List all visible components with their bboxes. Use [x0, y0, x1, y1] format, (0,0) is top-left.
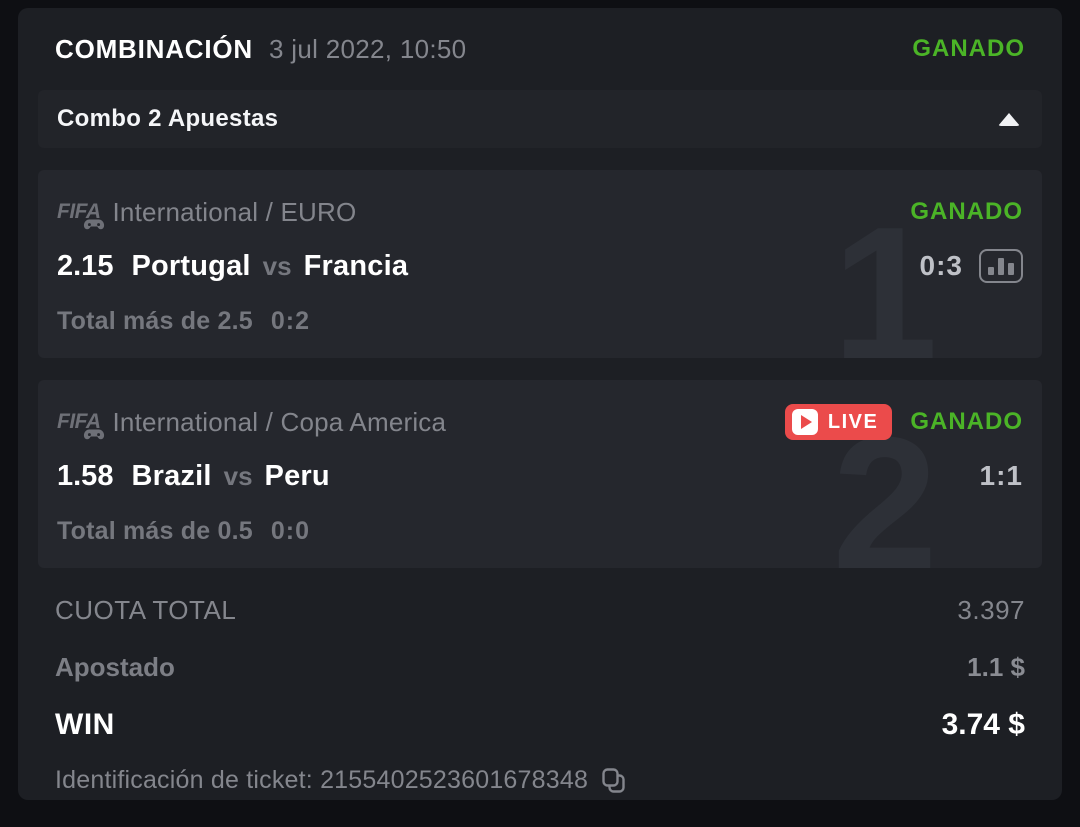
ticket-date: 3 jul 2022, 10:50	[269, 33, 467, 64]
live-badge: LIVE	[784, 404, 893, 440]
total-odds-row: CUOTA TOTAL 3.397	[55, 595, 1025, 626]
bet-card-1[interactable]: 1 FIFA International / EURO GANADO 2.15 …	[38, 170, 1042, 358]
bet-card-2[interactable]: 2 FIFA International / Copa America	[38, 380, 1042, 568]
market-row: Total más de 2.5 0:2	[57, 307, 1023, 336]
stake-value: 1.1 $	[967, 652, 1025, 682]
bet-number-watermark: 1	[832, 188, 938, 358]
gamepad-icon	[82, 218, 105, 231]
bet-odds: 1.58	[57, 459, 114, 492]
total-odds-value: 3.397	[957, 595, 1025, 625]
copy-icon[interactable]	[600, 766, 627, 795]
bet-status-badge: GANADO	[910, 198, 1023, 225]
league-info: FIFA International / Copa America	[57, 406, 447, 441]
ticket-summary: CUOTA TOTAL 3.397 Apostado 1.1 $ WIN 3.7…	[38, 595, 1042, 795]
combo-label: Combo 2 Apuestas	[57, 105, 279, 132]
gamepad-icon	[82, 428, 105, 441]
match-score: 1:1	[979, 460, 1023, 491]
ticket-header: COMBINACIÓN 3 jul 2022, 10:50 GANADO	[38, 8, 1042, 90]
ticket-id-value: 2155402523601678348	[320, 766, 589, 794]
bet-status-badge: GANADO	[910, 408, 1023, 435]
bet-ticket-card: COMBINACIÓN 3 jul 2022, 10:50 GANADO Com…	[18, 8, 1062, 800]
league-name: International / Copa America	[112, 406, 447, 437]
stake-label: Apostado	[55, 652, 175, 682]
market-score: 0:0	[270, 517, 311, 545]
ticket-status-badge: GANADO	[912, 35, 1025, 62]
ticket-id-text: Identificación de ticket: 21554025236016…	[55, 766, 588, 795]
market-score: 0:2	[270, 307, 311, 335]
combo-collapse-bar[interactable]: Combo 2 Apuestas	[38, 90, 1042, 148]
live-label: LIVE	[827, 410, 879, 433]
fifa-esports-icon: FIFA	[57, 200, 105, 231]
match-title: 2.15 Portugal vs Francia	[57, 250, 408, 283]
stats-chart-icon[interactable]	[979, 249, 1023, 283]
ticket-type-title: COMBINACIÓN	[55, 33, 254, 64]
bet-number-watermark: 2	[832, 398, 938, 568]
vs-label: vs	[262, 250, 292, 281]
fifa-esports-icon: FIFA	[57, 410, 105, 441]
live-play-icon	[791, 409, 818, 435]
total-odds-label: CUOTA TOTAL	[55, 595, 237, 625]
win-row: WIN 3.74 $	[55, 708, 1025, 742]
vs-label: vs	[223, 460, 253, 491]
league-name: International / EURO	[112, 196, 357, 227]
market-name: Total más de 0.5	[57, 517, 253, 545]
win-value: 3.74 $	[941, 708, 1025, 741]
home-team: Portugal	[131, 249, 251, 282]
market-name: Total más de 2.5	[57, 307, 253, 335]
match-title: 1.58 Brazil vs Peru	[57, 460, 330, 493]
ticket-id-row: Identificación de ticket: 21554025236016…	[55, 766, 1025, 795]
bet-odds: 2.15	[57, 249, 114, 282]
away-team: Francia	[303, 249, 409, 282]
home-team: Brazil	[131, 459, 212, 492]
match-score: 0:3	[919, 250, 963, 281]
win-label: WIN	[55, 708, 115, 741]
collapse-caret-up-icon[interactable]	[998, 112, 1020, 126]
league-info: FIFA International / EURO	[57, 196, 357, 231]
ticket-id-label: Identificación de ticket:	[55, 766, 313, 794]
stake-row: Apostado 1.1 $	[55, 652, 1025, 683]
market-row: Total más de 0.5 0:0	[57, 517, 1023, 546]
away-team: Peru	[264, 459, 330, 492]
